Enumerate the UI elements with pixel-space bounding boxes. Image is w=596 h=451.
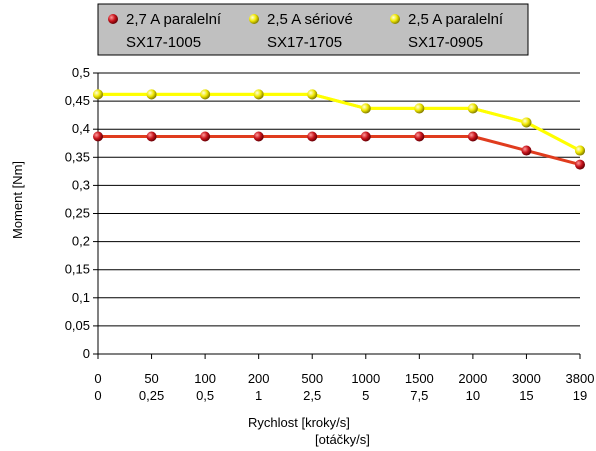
y-tick-label: 0,35 xyxy=(65,149,90,164)
data-point xyxy=(575,145,585,156)
data-point xyxy=(146,131,157,142)
legend-entry-2: 2,5 A sériové SX17-1705 xyxy=(249,11,353,51)
x-tick-label: 1500 xyxy=(405,371,434,386)
series-2 xyxy=(93,89,585,156)
y-tick-label: 0 xyxy=(83,346,90,361)
data-point xyxy=(414,131,425,142)
x-axis-title: Rychlost [kroky/s] xyxy=(248,415,350,430)
data-point xyxy=(146,89,157,100)
legend-label-1-line2: SX17-1005 xyxy=(126,34,201,51)
x-tick-label: 0 xyxy=(94,371,101,386)
legend-label-3-line2: SX17-0905 xyxy=(408,34,483,51)
y-tick-label: 0,25 xyxy=(65,206,90,221)
x-axis-subtitle: [otáčky/s] xyxy=(315,432,370,447)
data-point xyxy=(467,131,478,142)
legend-label-2-line2: SX17-1705 xyxy=(267,34,342,51)
series-line-2 xyxy=(98,92,581,152)
x-tick-label-secondary: 0,25 xyxy=(139,388,164,403)
x-tick-label-secondary: 10 xyxy=(466,388,480,403)
data-point xyxy=(253,89,264,100)
y-tick-label: 0,5 xyxy=(72,65,90,80)
series xyxy=(93,89,585,170)
x-tick-labels: 00500,251000,520015002,51000515007,52000… xyxy=(94,371,594,403)
x-tick-label-secondary: 19 xyxy=(573,388,587,403)
gridlines xyxy=(98,72,580,327)
y-tick-label: 0,05 xyxy=(65,318,90,333)
legend-entry-3: 2,5 A paralelní SX17-0905 xyxy=(390,11,504,51)
x-tick-label-secondary: 0,5 xyxy=(196,388,214,403)
legend-entry-1: 2,7 A paralelní SX17-1005 xyxy=(108,11,222,51)
axes xyxy=(93,72,581,359)
x-tick-label-secondary: 5 xyxy=(362,388,369,403)
data-point xyxy=(414,103,425,114)
x-tick-label: 500 xyxy=(301,371,323,386)
legend-marker-2 xyxy=(249,14,259,24)
data-point xyxy=(521,145,532,156)
x-tick-label: 3000 xyxy=(512,371,541,386)
data-point xyxy=(93,89,103,100)
x-tick-label: 100 xyxy=(194,371,216,386)
data-point xyxy=(467,103,478,114)
x-tick-label: 3800 xyxy=(566,371,595,386)
y-tick-label: 0,45 xyxy=(65,93,90,108)
y-tick-label: 0,4 xyxy=(72,121,90,136)
data-point xyxy=(360,103,371,114)
y-tick-label: 0,1 xyxy=(72,290,90,305)
data-point xyxy=(307,131,318,142)
data-point xyxy=(307,89,318,100)
x-tick-label-secondary: 1 xyxy=(255,388,262,403)
y-tick-labels: 0 0,05 0,1 0,15 0,2 0,25 0,3 0,35 0,4 0,45 0,5 xyxy=(65,65,90,361)
data-point xyxy=(93,131,103,142)
x-tick-label-secondary: 2,5 xyxy=(303,388,321,403)
y-axis-title: Moment [Nm] xyxy=(10,161,25,239)
y-tick-label: 0,3 xyxy=(72,177,90,192)
series-line-1 xyxy=(98,135,581,167)
y-tick-label: 0,15 xyxy=(65,262,90,277)
x-tick-label: 2000 xyxy=(458,371,487,386)
data-point xyxy=(521,117,532,128)
data-point xyxy=(253,131,264,142)
x-tick-label-secondary: 0 xyxy=(94,388,101,403)
legend-marker-3 xyxy=(390,14,400,24)
x-tick-label-secondary: 15 xyxy=(519,388,533,403)
data-point xyxy=(360,131,371,142)
y-tick-label: 0,2 xyxy=(72,234,90,249)
legend-box xyxy=(97,3,529,56)
x-tick-label-secondary: 7,5 xyxy=(410,388,428,403)
data-point xyxy=(200,89,211,100)
legend-label-2-line1: 2,5 A sériové xyxy=(267,11,353,28)
data-point xyxy=(200,131,211,142)
legend-marker-1 xyxy=(108,14,118,24)
legend-label-1-line1: 2,7 A paralelní xyxy=(126,11,222,28)
series-1 xyxy=(93,131,585,170)
legend-label-3-line1: 2,5 A paralelní xyxy=(408,11,504,28)
data-point xyxy=(575,159,585,170)
x-tick-label: 50 xyxy=(144,371,158,386)
x-tick-label: 200 xyxy=(248,371,270,386)
x-tick-label: 1000 xyxy=(351,371,380,386)
